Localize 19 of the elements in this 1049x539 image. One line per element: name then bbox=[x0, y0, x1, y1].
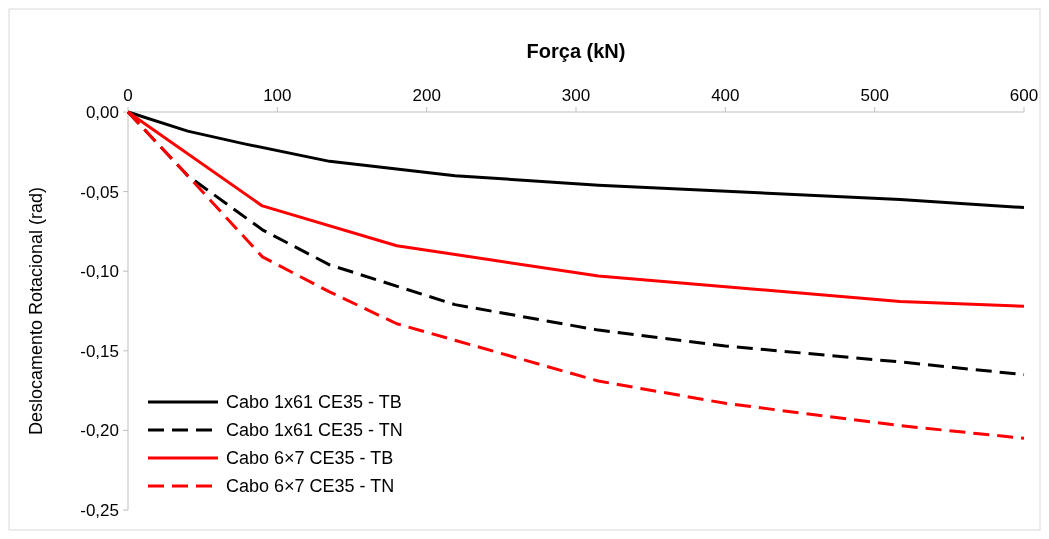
y-tick-label: -0,20 bbox=[80, 421, 119, 441]
legend-label: Cabo 6×7 CE35 - TB bbox=[226, 448, 394, 469]
x-tick-label: 200 bbox=[412, 86, 441, 105]
y-tick-label: -0,15 bbox=[80, 341, 119, 361]
legend-label: Cabo 6×7 CE35 - TN bbox=[226, 476, 395, 497]
x-tick-label: 500 bbox=[860, 86, 889, 105]
legend-label: Cabo 1x61 CE35 - TB bbox=[226, 392, 402, 413]
y-tick-label: -0,10 bbox=[80, 262, 119, 282]
y-tick-label: -0,05 bbox=[80, 182, 119, 202]
x-tick-label: 400 bbox=[711, 86, 740, 105]
y-tick-label: -0,25 bbox=[80, 500, 119, 520]
x-tick-label: 100 bbox=[263, 86, 292, 105]
legend-label: Cabo 1x61 CE35 - TN bbox=[226, 420, 403, 441]
y-tick-label: 0,00 bbox=[85, 102, 119, 122]
x-tick-label: 300 bbox=[561, 86, 591, 105]
x-tick-label: 600 bbox=[1009, 86, 1039, 105]
x-tick-label: 0 bbox=[123, 86, 133, 105]
x-axis-title: Força (kN) bbox=[526, 40, 626, 62]
y-axis-title: Deslocamento Rotacional (rad) bbox=[26, 186, 46, 436]
